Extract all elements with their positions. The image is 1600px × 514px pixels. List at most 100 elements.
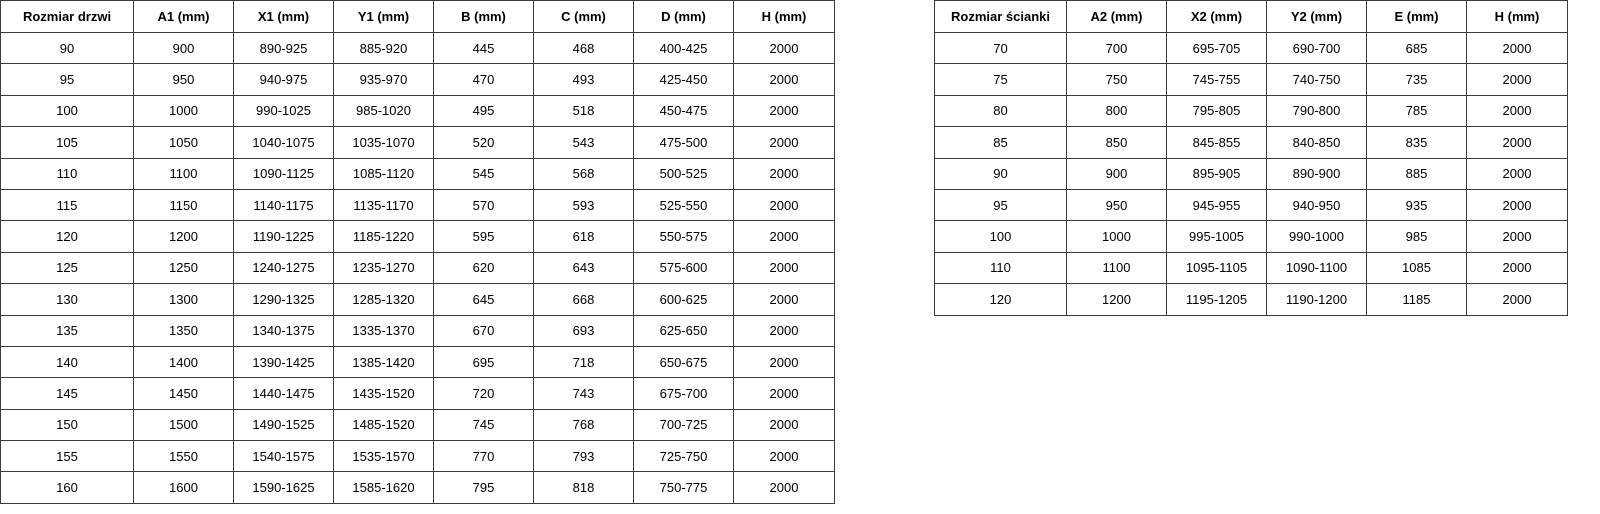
table-cell: 155: [0, 440, 134, 473]
table-cell: 545: [433, 157, 534, 190]
table-cell: 120: [934, 283, 1067, 316]
door-size-table: Rozmiar drzwi A1 (mm) X1 (mm) Y1 (mm) B (mm)…: [0, 0, 835, 504]
table-cell: 668: [533, 283, 634, 316]
table-cell: 743: [533, 377, 634, 410]
table-cell: 1535-1570: [333, 440, 434, 473]
table-cell: 1335-1370: [333, 314, 434, 347]
table-cell: 1350: [133, 314, 234, 347]
table-row: 155 1550 1540-1575 1535-1570 770 793 725-750 20…: [0, 440, 835, 473]
table-cell: 2000: [1466, 157, 1568, 190]
table-cell: 1490-1525: [233, 408, 334, 442]
table-cell: 130: [0, 283, 134, 316]
table-cell: 1000: [133, 94, 234, 128]
table-cell: 795: [433, 471, 534, 504]
column-header: X2 (mm): [1166, 0, 1267, 33]
table-cell: 990-1025: [233, 94, 334, 128]
table-cell: 670: [433, 314, 534, 347]
table-cell: 2000: [733, 471, 835, 504]
table-cell: 1390-1425: [233, 345, 334, 379]
table-cell: 845-855: [1166, 126, 1267, 159]
table-cell: 125: [0, 251, 134, 285]
table-row: 70 700 695-705 690-700 685 2000: [934, 31, 1568, 65]
table-cell: 100: [934, 220, 1067, 253]
table-cell: 840-850: [1266, 126, 1367, 159]
table-cell: 100: [0, 94, 134, 128]
table-cell: 1100: [1066, 251, 1167, 285]
header-row: Rozmiar ścianki A2 (mm) X2 (mm) Y2 (mm) E (m…: [934, 0, 1568, 33]
table-cell: 445: [433, 31, 534, 65]
table-cell: 790-800: [1266, 94, 1367, 128]
table-cell: 2000: [733, 94, 835, 128]
table-cell: 740-750: [1266, 63, 1367, 96]
table-cell: 2000: [733, 126, 835, 159]
table-cell: 105: [0, 126, 134, 159]
table-cell: 1340-1375: [233, 314, 334, 347]
table-cell: 800: [1066, 94, 1167, 128]
table-cell: 2000: [733, 220, 835, 253]
table-cell: 80: [934, 94, 1067, 128]
table-cell: 520: [433, 126, 534, 159]
table-cell: 625-650: [633, 314, 734, 347]
table-cell: 2000: [733, 314, 835, 347]
table-cell: 725-750: [633, 440, 734, 473]
table-cell: 2000: [733, 345, 835, 379]
table-cell: 1585-1620: [333, 471, 434, 504]
table-cell: 1590-1625: [233, 471, 334, 504]
table-row: 115 1150 1140-1175 1135-1170 570 593 525-550 20…: [0, 188, 835, 222]
table-cell: 1000: [1066, 220, 1167, 253]
table-cell: 690-700: [1266, 31, 1367, 65]
table-cell: 985: [1366, 220, 1467, 253]
table-cell: 718: [533, 345, 634, 379]
table-cell: 1500: [133, 408, 234, 442]
table-cell: 2000: [733, 283, 835, 316]
table-cell: 1600: [133, 471, 234, 504]
table-cell: 95: [0, 63, 134, 96]
table-cell: 70: [934, 31, 1067, 65]
table-cell: 895-905: [1166, 157, 1267, 190]
table-cell: 1485-1520: [333, 408, 434, 442]
table-cell: 1085: [1366, 251, 1467, 285]
table-row: 95 950 940-975 935-970 470 493 425-450 2000: [0, 63, 835, 96]
column-header: B (mm): [433, 0, 534, 33]
table-cell: 1185-1220: [333, 220, 434, 253]
table-cell: 2000: [1466, 63, 1568, 96]
table-cell: 1035-1070: [333, 126, 434, 159]
table-cell: 995-1005: [1166, 220, 1267, 253]
table-cell: 750-775: [633, 471, 734, 504]
table-cell: 500-525: [633, 157, 734, 190]
table-cell: 2000: [1466, 251, 1568, 285]
table-row: 145 1450 1440-1475 1435-1520 720 743 675-700 20…: [0, 377, 835, 410]
table-cell: 950: [133, 63, 234, 96]
table-cell: 750: [1066, 63, 1167, 96]
table-cell: 2000: [1466, 126, 1568, 159]
table-cell: 935: [1366, 188, 1467, 222]
table-cell: 935-970: [333, 63, 434, 96]
table-cell: 1300: [133, 283, 234, 316]
table-cell: 1290-1325: [233, 283, 334, 316]
table-cell: 475-500: [633, 126, 734, 159]
table-cell: 1385-1420: [333, 345, 434, 379]
table-row: 85 850 845-855 840-850 835 2000: [934, 126, 1568, 159]
table-cell: 770: [433, 440, 534, 473]
table-cell: 650-675: [633, 345, 734, 379]
table-cell: 1285-1320: [333, 283, 434, 316]
table-cell: 890-925: [233, 31, 334, 65]
table-cell: 2000: [733, 440, 835, 473]
table-cell: 1550: [133, 440, 234, 473]
table-cell: 2000: [733, 188, 835, 222]
table-cell: 550-575: [633, 220, 734, 253]
table-row: 135 1350 1340-1375 1335-1370 670 693 625-650 20…: [0, 314, 835, 347]
table-cell: 1190-1200: [1266, 283, 1367, 316]
table-cell: 595: [433, 220, 534, 253]
table-cell: 745: [433, 408, 534, 442]
table-cell: 890-900: [1266, 157, 1367, 190]
column-header: Rozmiar ścianki: [934, 0, 1067, 33]
table-cell: 695: [433, 345, 534, 379]
table-cell: 120: [0, 220, 134, 253]
column-header: A2 (mm): [1066, 0, 1167, 33]
table-cell: 620: [433, 251, 534, 285]
table-cell: 1200: [1066, 283, 1167, 316]
table-row: 130 1300 1290-1325 1285-1320 645 668 600-625 20…: [0, 283, 835, 316]
table-cell: 720: [433, 377, 534, 410]
table-cell: 1250: [133, 251, 234, 285]
